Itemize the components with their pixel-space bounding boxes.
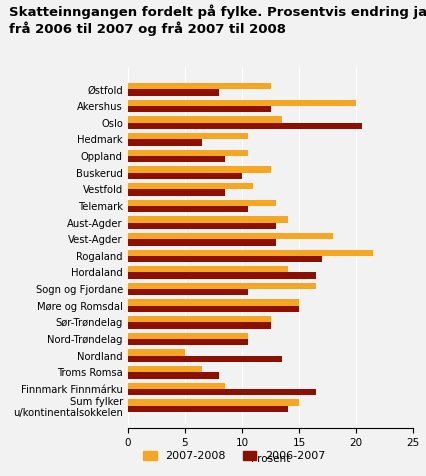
Bar bbox=[128, 399, 299, 406]
Bar bbox=[128, 289, 248, 296]
Bar bbox=[128, 333, 248, 339]
Bar bbox=[128, 383, 225, 389]
Bar bbox=[128, 249, 373, 256]
Bar bbox=[128, 233, 333, 239]
Bar bbox=[128, 299, 299, 306]
Bar bbox=[128, 199, 276, 206]
Text: frå 2006 til 2007 og frå 2007 til 2008: frå 2006 til 2007 og frå 2007 til 2008 bbox=[9, 21, 285, 36]
Bar bbox=[128, 156, 225, 162]
Bar bbox=[128, 316, 271, 322]
Bar bbox=[128, 322, 271, 329]
Bar bbox=[128, 133, 248, 139]
Bar bbox=[128, 106, 271, 112]
Bar bbox=[128, 223, 276, 229]
Bar bbox=[128, 183, 253, 189]
Bar bbox=[128, 366, 202, 372]
Bar bbox=[128, 100, 356, 106]
Bar bbox=[128, 89, 219, 96]
Bar bbox=[128, 83, 271, 89]
Bar bbox=[128, 123, 362, 129]
Bar bbox=[128, 356, 282, 362]
Bar bbox=[128, 116, 282, 123]
Bar bbox=[128, 389, 316, 395]
Bar bbox=[128, 256, 322, 262]
Legend: 2007-2008, 2006-2007: 2007-2008, 2006-2007 bbox=[139, 446, 330, 466]
Text: Skatteinngangen fordelt på fylke. Prosentvis endring januar-mai: Skatteinngangen fordelt på fylke. Prosen… bbox=[9, 5, 426, 20]
Bar bbox=[128, 173, 242, 179]
Bar bbox=[128, 149, 248, 156]
Bar bbox=[128, 166, 271, 173]
Bar bbox=[128, 339, 248, 346]
Bar bbox=[128, 306, 299, 312]
Bar bbox=[128, 349, 185, 356]
Bar bbox=[128, 283, 316, 289]
Bar bbox=[128, 216, 288, 223]
X-axis label: Prosent: Prosent bbox=[251, 454, 290, 464]
Bar bbox=[128, 239, 276, 246]
Bar bbox=[128, 139, 202, 146]
Bar bbox=[128, 189, 225, 196]
Bar bbox=[128, 372, 219, 379]
Bar bbox=[128, 266, 288, 272]
Bar bbox=[128, 272, 316, 279]
Bar bbox=[128, 206, 248, 212]
Bar bbox=[128, 406, 288, 412]
